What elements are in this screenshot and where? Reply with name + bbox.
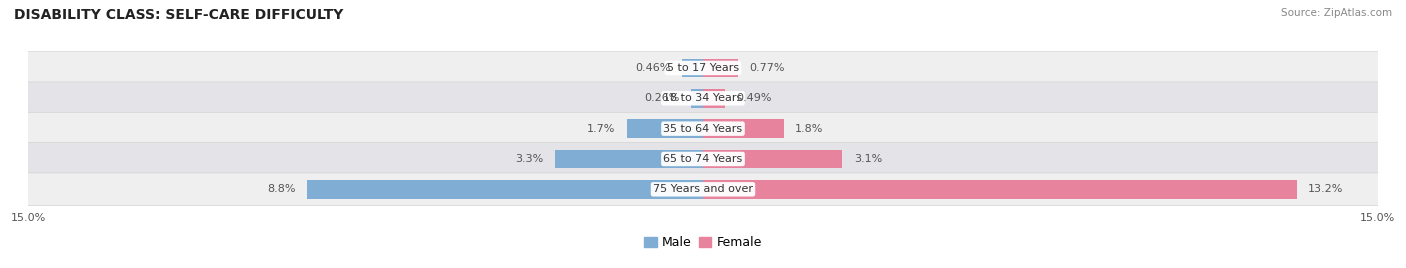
Text: 8.8%: 8.8% [267, 184, 295, 194]
Text: 3.1%: 3.1% [853, 154, 882, 164]
Text: 3.3%: 3.3% [515, 154, 543, 164]
Bar [703, 119, 785, 138]
Bar [703, 89, 725, 108]
Bar [703, 58, 738, 77]
Bar [627, 119, 703, 138]
FancyBboxPatch shape [24, 82, 1382, 115]
Bar [554, 150, 703, 168]
Text: 0.46%: 0.46% [636, 63, 671, 73]
FancyBboxPatch shape [24, 112, 1382, 145]
Text: 75 Years and over: 75 Years and over [652, 184, 754, 194]
FancyBboxPatch shape [24, 143, 1382, 175]
Legend: Male, Female: Male, Female [640, 231, 766, 254]
Text: 0.49%: 0.49% [737, 93, 772, 103]
Text: 13.2%: 13.2% [1308, 184, 1344, 194]
Text: 1.8%: 1.8% [796, 124, 824, 134]
Text: 5 to 17 Years: 5 to 17 Years [666, 63, 740, 73]
Text: Source: ZipAtlas.com: Source: ZipAtlas.com [1281, 8, 1392, 18]
Text: 18 to 34 Years: 18 to 34 Years [664, 93, 742, 103]
Text: 35 to 64 Years: 35 to 64 Years [664, 124, 742, 134]
Bar [307, 180, 703, 199]
FancyBboxPatch shape [24, 51, 1382, 84]
Text: DISABILITY CLASS: SELF-CARE DIFFICULTY: DISABILITY CLASS: SELF-CARE DIFFICULTY [14, 8, 343, 22]
Bar [682, 58, 703, 77]
Text: 65 to 74 Years: 65 to 74 Years [664, 154, 742, 164]
Bar [703, 180, 1296, 199]
Text: 0.77%: 0.77% [749, 63, 785, 73]
Text: 1.7%: 1.7% [586, 124, 616, 134]
Bar [703, 150, 842, 168]
Bar [692, 89, 703, 108]
FancyBboxPatch shape [24, 173, 1382, 206]
Text: 0.26%: 0.26% [645, 93, 681, 103]
